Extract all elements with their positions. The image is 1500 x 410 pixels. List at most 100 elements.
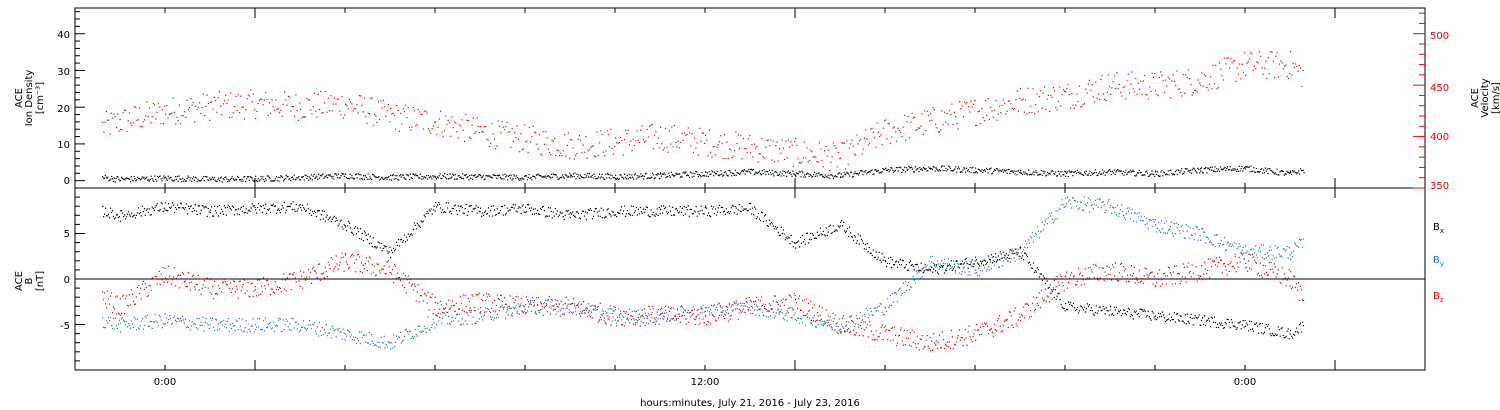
by-point [746,306,748,308]
by-point [1211,244,1214,246]
by-point [282,319,284,321]
bz-point [845,321,848,323]
velocity-point [932,107,934,109]
velocity-point [403,111,406,113]
density-point [848,173,850,175]
by-point [624,322,627,324]
velocity-point [573,158,575,160]
density-point [823,176,825,179]
bz-point [815,319,817,322]
density-point [490,176,492,178]
velocity-point [312,106,314,108]
by-point [1032,241,1035,243]
density-point [1158,175,1160,178]
by-point [987,266,990,268]
velocity-point [110,112,112,114]
velocity-point [975,124,977,127]
by-point [107,317,110,319]
by-point [463,310,465,312]
bz-point [1016,325,1018,327]
density-point [838,172,840,174]
density-point [432,175,434,177]
density-point [529,177,531,179]
velocity-point [340,114,342,116]
bz-point [1186,266,1188,268]
by-point [436,324,438,326]
density-point [841,176,843,178]
density-point [1208,167,1210,169]
by-point [510,307,512,309]
velocity-point [443,130,445,132]
bx-point [185,203,187,205]
bz-point [818,305,820,307]
bz-point [1233,267,1235,269]
velocity-point [882,127,884,129]
by-point [222,319,225,321]
by-point [440,322,443,324]
bz-point [1045,300,1047,302]
bz-point [808,309,811,311]
bz-point [541,305,543,308]
bz-point [447,299,450,301]
by-point [978,267,980,270]
bz-point [1077,268,1080,270]
density-point [1277,174,1279,176]
bz-point [1141,278,1143,280]
bz-point [522,312,524,314]
by-point [621,315,624,317]
velocity-point [1236,67,1238,69]
density-point [1191,169,1194,171]
bz-point [881,324,883,326]
density-point [979,170,981,172]
bz-point [1071,278,1074,280]
by-point [302,326,304,328]
density-point [268,176,270,178]
bz-point [831,329,833,331]
bz-point [546,311,548,313]
velocity-point [405,104,407,106]
bz-point [232,280,234,282]
density-point [980,170,982,172]
bz-point [939,347,942,349]
density-point [102,177,105,179]
velocity-point [417,108,419,111]
bz-point [1023,306,1025,308]
velocity-point [632,138,634,140]
bz-point [694,323,696,326]
bz-point [1085,278,1087,280]
density-point [555,174,557,176]
density-point [849,175,851,177]
bz-point [977,329,979,331]
bz-point [1208,277,1211,279]
density-point [632,176,634,178]
by-point [582,309,585,311]
velocity-point [1151,72,1153,74]
by-point [1261,257,1263,259]
bz-point [398,276,401,278]
density-point [1251,170,1253,173]
density-point [1252,170,1254,172]
density-point [1013,170,1015,172]
velocity-point [367,112,369,114]
velocity-point [419,111,421,113]
velocity-point [676,146,678,148]
density-point [447,178,449,180]
density-point [571,176,573,178]
density-point [733,174,735,176]
bz-point [1018,313,1020,315]
by-point [551,305,553,307]
density-point [894,169,897,171]
by-point [490,318,493,320]
by-point [758,315,761,317]
by-point [182,319,184,321]
by-point [588,315,590,317]
by-point [485,307,487,309]
density-point [813,171,816,173]
velocity-point [917,127,919,129]
bz-point [391,273,393,275]
density-point [572,173,574,175]
density-point [774,171,776,173]
bz-point [315,272,317,274]
by-point [273,331,275,333]
bz-point [1176,273,1178,275]
